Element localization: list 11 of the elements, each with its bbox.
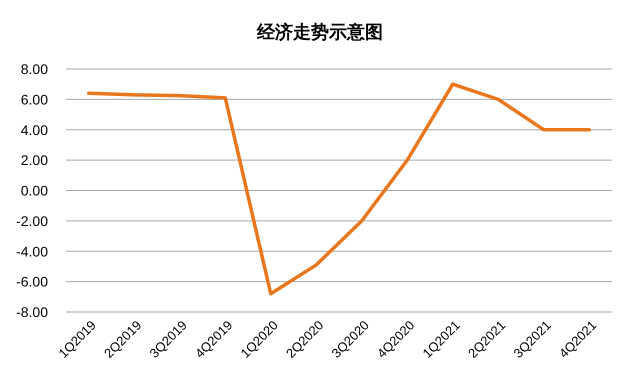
y-tick-label: -2.00: [16, 212, 48, 229]
y-tick-label: -8.00: [16, 304, 48, 320]
y-tick-label: 2.00: [20, 152, 48, 168]
y-tick-label: -4.00: [16, 243, 48, 260]
y-tick-label: 0.00: [20, 182, 48, 198]
y-tick-label: 4.00: [20, 122, 48, 138]
y-tick-label: 8.00: [20, 61, 48, 77]
y-tick-label: 6.00: [20, 91, 48, 108]
chart-title: 经济走势示意图: [256, 22, 383, 42]
y-tick-label: -6.00: [16, 274, 48, 290]
line-series: [87, 82, 591, 296]
